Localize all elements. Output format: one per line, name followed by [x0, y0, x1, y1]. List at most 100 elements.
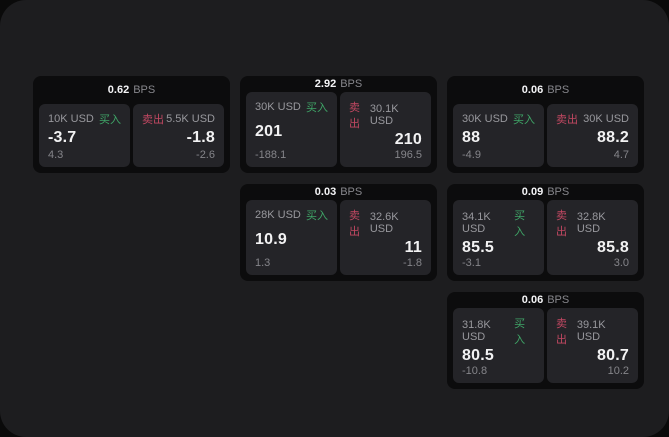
bps-value: 0.06: [521, 294, 544, 306]
sell-sub-value: 4.7: [613, 149, 629, 161]
card-header: 0.06 BPS: [453, 76, 638, 104]
buy-pane[interactable]: 30K USD 买入 88 -4.9: [453, 104, 544, 167]
sell-tag: 卖出: [349, 210, 360, 238]
buy-price: 80.5: [462, 347, 494, 364]
buy-tag: 买入: [514, 210, 526, 238]
quote-card: 2.92 BPS 30K USD 买入 201 -188.1 卖出 30.1K …: [240, 76, 437, 173]
bps-value: 0.06: [521, 84, 544, 96]
sell-pane-header: 卖出 39.1K USD: [556, 315, 629, 347]
buy-sell-panes: 30K USD 买入 88 -4.9 卖出 30K USD 88.2 4.7: [453, 104, 638, 167]
buy-sub-value: -4.9: [462, 149, 481, 161]
sell-tag: 卖出: [556, 210, 567, 238]
sell-amount: 30K USD: [583, 113, 629, 125]
quote-card: 0.03 BPS 28K USD 买入 10.9 1.3 卖出 32.6K US…: [240, 184, 437, 281]
buy-price: 201: [255, 123, 283, 140]
buy-pane-header: 34.1K USD 买入: [462, 207, 535, 239]
card-header: 0.62 BPS: [39, 76, 224, 104]
buy-price: 88: [462, 129, 481, 146]
sell-pane-header: 卖出 32.8K USD: [556, 207, 629, 239]
sell-sub-value: 3.0: [613, 257, 629, 269]
bps-value: 2.92: [314, 78, 337, 90]
buy-price: 85.5: [462, 239, 494, 256]
buy-amount: 30K USD: [255, 101, 301, 113]
buy-tag: 买入: [99, 114, 121, 126]
sell-price: 80.7: [597, 347, 629, 364]
buy-amount: 28K USD: [255, 209, 301, 221]
buy-amount: 30K USD: [462, 113, 508, 125]
buy-sell-panes: 31.8K USD 买入 80.5 -10.8 卖出 39.1K USD 80.…: [453, 308, 638, 383]
buy-pane[interactable]: 34.1K USD 买入 85.5 -3.1: [453, 200, 544, 275]
sell-amount: 5.5K USD: [166, 113, 215, 125]
buy-pane[interactable]: 10K USD 买入 -3.7 4.3: [39, 104, 130, 167]
sell-sub-value: -2.6: [196, 149, 215, 161]
buy-tag: 买入: [513, 114, 535, 126]
buy-pane[interactable]: 30K USD 买入 201 -188.1: [246, 92, 337, 167]
buy-amount: 10K USD: [48, 113, 94, 125]
sell-sub-value: -1.8: [403, 257, 422, 269]
buy-pane[interactable]: 31.8K USD 买入 80.5 -10.8: [453, 308, 544, 383]
bps-unit-label: BPS: [547, 186, 570, 198]
quote-card: 0.62 BPS 10K USD 买入 -3.7 4.3 卖出 5.5K USD: [33, 76, 230, 173]
sell-price: -1.8: [186, 129, 215, 146]
sell-amount: 39.1K USD: [576, 319, 606, 343]
buy-tag: 买入: [306, 102, 328, 114]
sell-price: 85.8: [597, 239, 629, 256]
buy-sub-value: -3.1: [462, 257, 481, 269]
card-header: 0.06 BPS: [453, 292, 638, 308]
buy-tag: 买入: [514, 318, 526, 346]
sell-price: 11: [404, 239, 422, 256]
sell-pane[interactable]: 卖出 5.5K USD -1.8 -2.6: [133, 104, 224, 167]
buy-price: -3.7: [48, 129, 77, 146]
card-header: 0.09 BPS: [453, 184, 638, 200]
buy-sub-value: -10.8: [462, 365, 488, 377]
buy-pane-header: 30K USD 买入: [462, 111, 535, 127]
card-header: 0.03 BPS: [246, 184, 431, 200]
sell-sub-value: 10.2: [607, 365, 629, 377]
sell-pane-header: 卖出 5.5K USD: [142, 111, 215, 127]
buy-sub-value: -188.1: [255, 149, 287, 161]
sell-pane-header: 卖出 30.1K USD: [349, 99, 422, 131]
sell-amount: 30.1K USD: [369, 103, 399, 127]
sell-tag: 卖出: [556, 318, 567, 346]
sell-pane[interactable]: 卖出 30.1K USD 210 196.5: [340, 92, 431, 167]
buy-sell-panes: 34.1K USD 买入 85.5 -3.1 卖出 32.8K USD 85.8…: [453, 200, 638, 275]
buy-sell-panes: 28K USD 买入 10.9 1.3 卖出 32.6K USD 11 -1.8: [246, 200, 431, 275]
buy-price: 10.9: [255, 231, 287, 248]
buy-pane[interactable]: 28K USD 买入 10.9 1.3: [246, 200, 337, 275]
sell-tag: 卖出: [142, 114, 164, 126]
quote-card: 0.09 BPS 34.1K USD 买入 85.5 -3.1 卖出 32.8K…: [447, 184, 644, 281]
sell-price: 88.2: [597, 129, 629, 146]
buy-tag: 买入: [306, 210, 328, 222]
buy-sub-value: 1.3: [255, 257, 271, 269]
buy-pane-header: 28K USD 买入: [255, 207, 328, 223]
sell-price: 210: [394, 131, 422, 148]
bps-unit-label: BPS: [547, 84, 570, 96]
sell-pane[interactable]: 卖出 39.1K USD 80.7 10.2: [547, 308, 638, 383]
buy-sell-panes: 30K USD 买入 201 -188.1 卖出 30.1K USD 210 1…: [246, 92, 431, 167]
sell-pane-header: 卖出 32.6K USD: [349, 207, 422, 239]
buy-pane-header: 10K USD 买入: [48, 111, 121, 127]
bps-unit-label: BPS: [340, 78, 363, 90]
sell-sub-value: 196.5: [394, 149, 422, 161]
quote-card: 0.06 BPS 31.8K USD 买入 80.5 -10.8 卖出 39.1…: [447, 292, 644, 389]
buy-pane-header: 31.8K USD 买入: [462, 315, 535, 347]
buy-pane-header: 30K USD 买入: [255, 99, 328, 115]
sell-pane[interactable]: 卖出 32.6K USD 11 -1.8: [340, 200, 431, 275]
buy-sell-panes: 10K USD 买入 -3.7 4.3 卖出 5.5K USD -1.8 -2.…: [39, 104, 224, 167]
bps-value: 0.62: [107, 84, 130, 96]
sell-pane[interactable]: 卖出 32.8K USD 85.8 3.0: [547, 200, 638, 275]
bps-unit-label: BPS: [133, 84, 156, 96]
bps-unit-label: BPS: [340, 186, 363, 198]
quote-card: 0.06 BPS 30K USD 买入 88 -4.9 卖出 30K USD: [447, 76, 644, 173]
card-header: 2.92 BPS: [246, 76, 431, 92]
sell-pane[interactable]: 卖出 30K USD 88.2 4.7: [547, 104, 638, 167]
sell-amount: 32.8K USD: [576, 211, 606, 235]
sell-amount: 32.6K USD: [369, 211, 399, 235]
bps-value: 0.03: [314, 186, 337, 198]
buy-amount: 31.8K USD: [462, 319, 491, 343]
bps-unit-label: BPS: [547, 294, 570, 306]
quote-card-grid: 0.62 BPS 10K USD 买入 -3.7 4.3 卖出 5.5K USD: [33, 76, 644, 389]
sell-tag: 卖出: [349, 102, 360, 130]
sell-pane-header: 卖出 30K USD: [556, 111, 629, 127]
